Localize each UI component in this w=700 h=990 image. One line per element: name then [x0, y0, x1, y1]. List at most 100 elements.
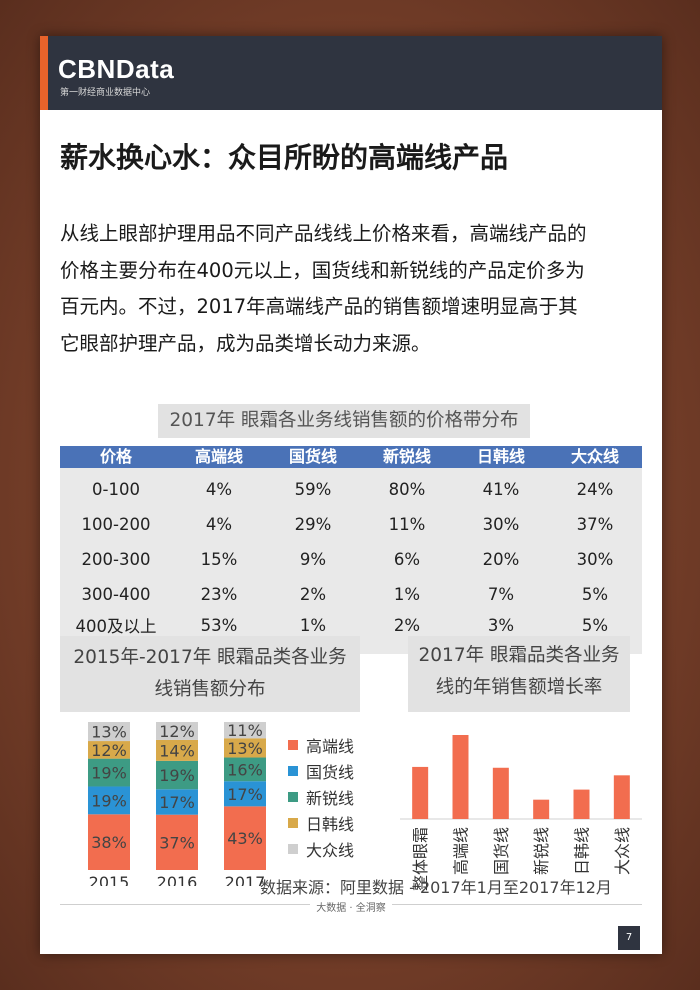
legend-swatch [288, 844, 298, 854]
price-band-table: 价格 高端线 国货线 新锐线 日韩线 大众线 0-100 4% 59% 80% … [60, 446, 642, 654]
stacked-bar-segment [224, 757, 266, 782]
table-cell: 7% [487, 585, 515, 604]
segment-data-label: 17% [159, 793, 195, 812]
x-tick-label: 大众线 [613, 827, 632, 875]
data-source: 数据来源：阿里数据 - 2017年1月至2017年12月 [260, 878, 612, 897]
segment-data-label: 12% [159, 722, 195, 741]
table-body: 0-100 4% 59% 80% 41% 24% 100-200 4% 29% … [60, 468, 642, 654]
stacked-bar-segment [224, 722, 266, 739]
table-cell: 80% [388, 480, 426, 499]
growth-bar [492, 767, 509, 819]
paragraph-line: 价格主要分布在400元以上，国货线和新锐线的产品定价多为 [60, 258, 585, 282]
table-cell: 11% [388, 515, 426, 534]
table-row: 100-200 4% 29% 11% 30% 37% [60, 507, 642, 542]
table-cell: 6% [393, 550, 421, 569]
chart-legend: 高端线国货线新锐线日韩线大众线 [288, 732, 354, 862]
stacked-bar-segment [224, 806, 266, 870]
stacked-bar-chart: 38%19%19%12%13%201537%17%19%14%12%201643… [88, 721, 266, 886]
segment-data-label: 19% [91, 791, 127, 810]
table-header-cell: 新锐线 [382, 447, 431, 466]
legend-swatch [288, 766, 298, 776]
table-cell: 30% [576, 550, 614, 569]
stacked-bar-segment [156, 760, 198, 790]
x-tick-label: 新锐线 [532, 827, 551, 875]
table-cell: 59% [294, 480, 332, 499]
legend-item: 大众线 [288, 836, 354, 862]
table-cell: 30% [482, 515, 520, 534]
table-cell: 2% [299, 585, 327, 604]
segment-data-label: 19% [159, 766, 195, 785]
stacked-bar-segment [88, 758, 130, 787]
table-cell: 4% [205, 515, 233, 534]
table-cell: 15% [200, 550, 238, 569]
header-accent [40, 36, 48, 110]
legend-item: 新锐线 [288, 784, 354, 810]
paragraph-line: 从线上眼部护理用品不同产品线线上价格来看，高端线产品的 [60, 222, 587, 245]
footer-slogan-wrap: 大数据 · 全洞察 [40, 899, 662, 914]
legend-label: 日韩线 [306, 815, 355, 834]
growth-bar [533, 799, 550, 819]
segment-data-label: 13% [91, 723, 127, 742]
stacked-bar-segment [88, 814, 130, 870]
table-cell: 24% [576, 480, 614, 499]
segment-data-label: 38% [91, 833, 127, 852]
table-cell: 400及以上 [75, 617, 157, 636]
report-page: CBNData 第一财经商业数据中心 薪水换心水：众目所盼的高端线产品 从线上眼… [40, 36, 662, 954]
table-cell: 300-400 [81, 585, 151, 604]
table-cell: 37% [576, 515, 614, 534]
stacked-bar-segment [156, 789, 198, 815]
table-cell: 2% [393, 615, 421, 635]
table-cell: 0-100 [92, 480, 140, 499]
segment-data-label: 16% [227, 760, 263, 779]
stacked-bar-segment [88, 722, 130, 742]
legend-swatch [288, 740, 298, 750]
legend-swatch [288, 818, 298, 828]
growth-bar-chart: 整体眼霜 高端线 国货线 新锐线 日韩线 大众线 [400, 735, 642, 891]
chart-title-line: 线的年销售额增长率 [435, 677, 603, 698]
x-tick-label: 高端线 [452, 827, 471, 875]
chart-title-line: 2015年-2017年 眼霜品类各业务 [73, 647, 347, 668]
table-cell: 1% [393, 585, 421, 604]
legend-item: 日韩线 [288, 810, 354, 836]
table-row: 400及以上 53% 1% 2% 3% 5% [60, 612, 642, 638]
footer-slogan: 大数据 · 全洞察 [310, 903, 392, 914]
table-cell: 53% [200, 615, 238, 635]
chart-title-line: 2017年 眼霜品类各业务 [418, 645, 620, 666]
segment-data-label: 13% [227, 739, 263, 758]
legend-label: 高端线 [306, 737, 355, 756]
stacked-bar-segment [156, 739, 198, 761]
paragraph-line: 百元内。不过，2017年高端线产品的销售额增速明显高于其 [60, 295, 578, 318]
segment-data-label: 37% [159, 833, 195, 852]
x-tick-label: 2017 [225, 873, 266, 886]
segment-data-label: 11% [227, 721, 263, 740]
table-cell: 1% [299, 615, 327, 635]
stacked-bar-segment [88, 741, 130, 759]
table-header-cell: 日韩线 [476, 447, 525, 466]
segment-data-label: 17% [227, 785, 263, 804]
page-number: 7 [618, 926, 640, 950]
stacked-bar-segment [156, 722, 198, 740]
stacked-bar-segment [88, 786, 130, 815]
table-cell: 9% [299, 550, 327, 569]
legend-label: 新锐线 [306, 789, 355, 808]
table-cell: 3% [487, 615, 515, 635]
table-cell: 20% [482, 550, 520, 569]
chart-title-line: 线销售额分布 [154, 679, 266, 700]
x-tick-label: 日韩线 [573, 827, 592, 875]
segment-data-label: 43% [227, 829, 263, 848]
segment-data-label: 14% [159, 741, 195, 760]
table-cell: 200-300 [81, 550, 151, 569]
legend-label: 大众线 [306, 841, 355, 860]
table-title: 2017年 眼霜各业务线销售额的价格带分布 [158, 404, 530, 438]
legend-label: 国货线 [306, 763, 355, 782]
paragraph-line: 它眼部护理产品，成为品类增长动力来源。 [60, 331, 431, 355]
table-header-cell: 国货线 [288, 447, 337, 466]
table-cell: 4% [205, 480, 233, 499]
growth-bar [613, 775, 630, 819]
x-tick-label: 2016 [157, 873, 198, 886]
intro-paragraph: 从线上眼部护理用品不同产品线线上价格来看，高端线产品的 价格主要分布在400元以… [60, 216, 650, 362]
table-header-cell: 价格 [99, 447, 132, 466]
table-cell: 41% [482, 480, 520, 499]
legend-item: 高端线 [288, 732, 354, 758]
table-cell: 29% [294, 515, 332, 534]
